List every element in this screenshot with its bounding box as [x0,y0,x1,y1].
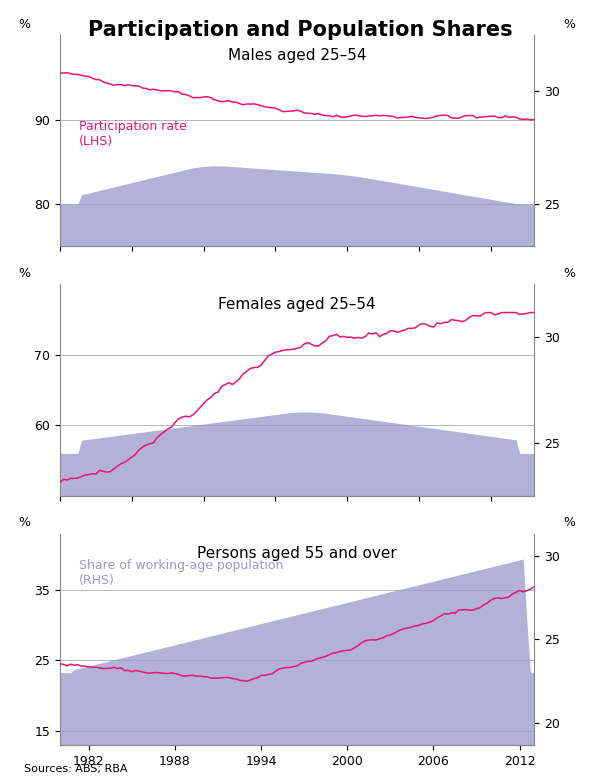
Text: Persons aged 55 and over: Persons aged 55 and over [197,546,397,562]
Text: Males aged 25–54: Males aged 25–54 [228,48,366,62]
Text: %: % [563,268,575,280]
Text: %: % [19,18,31,31]
Text: %: % [19,516,31,530]
Text: Sources: ABS; RBA: Sources: ABS; RBA [24,764,128,774]
Text: %: % [563,516,575,530]
Text: %: % [19,268,31,280]
Text: Share of working-age population
(RHS): Share of working-age population (RHS) [79,559,283,587]
Text: Participation and Population Shares: Participation and Population Shares [88,20,512,40]
Text: %: % [563,18,575,31]
Text: Females aged 25–54: Females aged 25–54 [218,297,376,312]
Text: Participation rate
(LHS): Participation rate (LHS) [79,119,187,147]
